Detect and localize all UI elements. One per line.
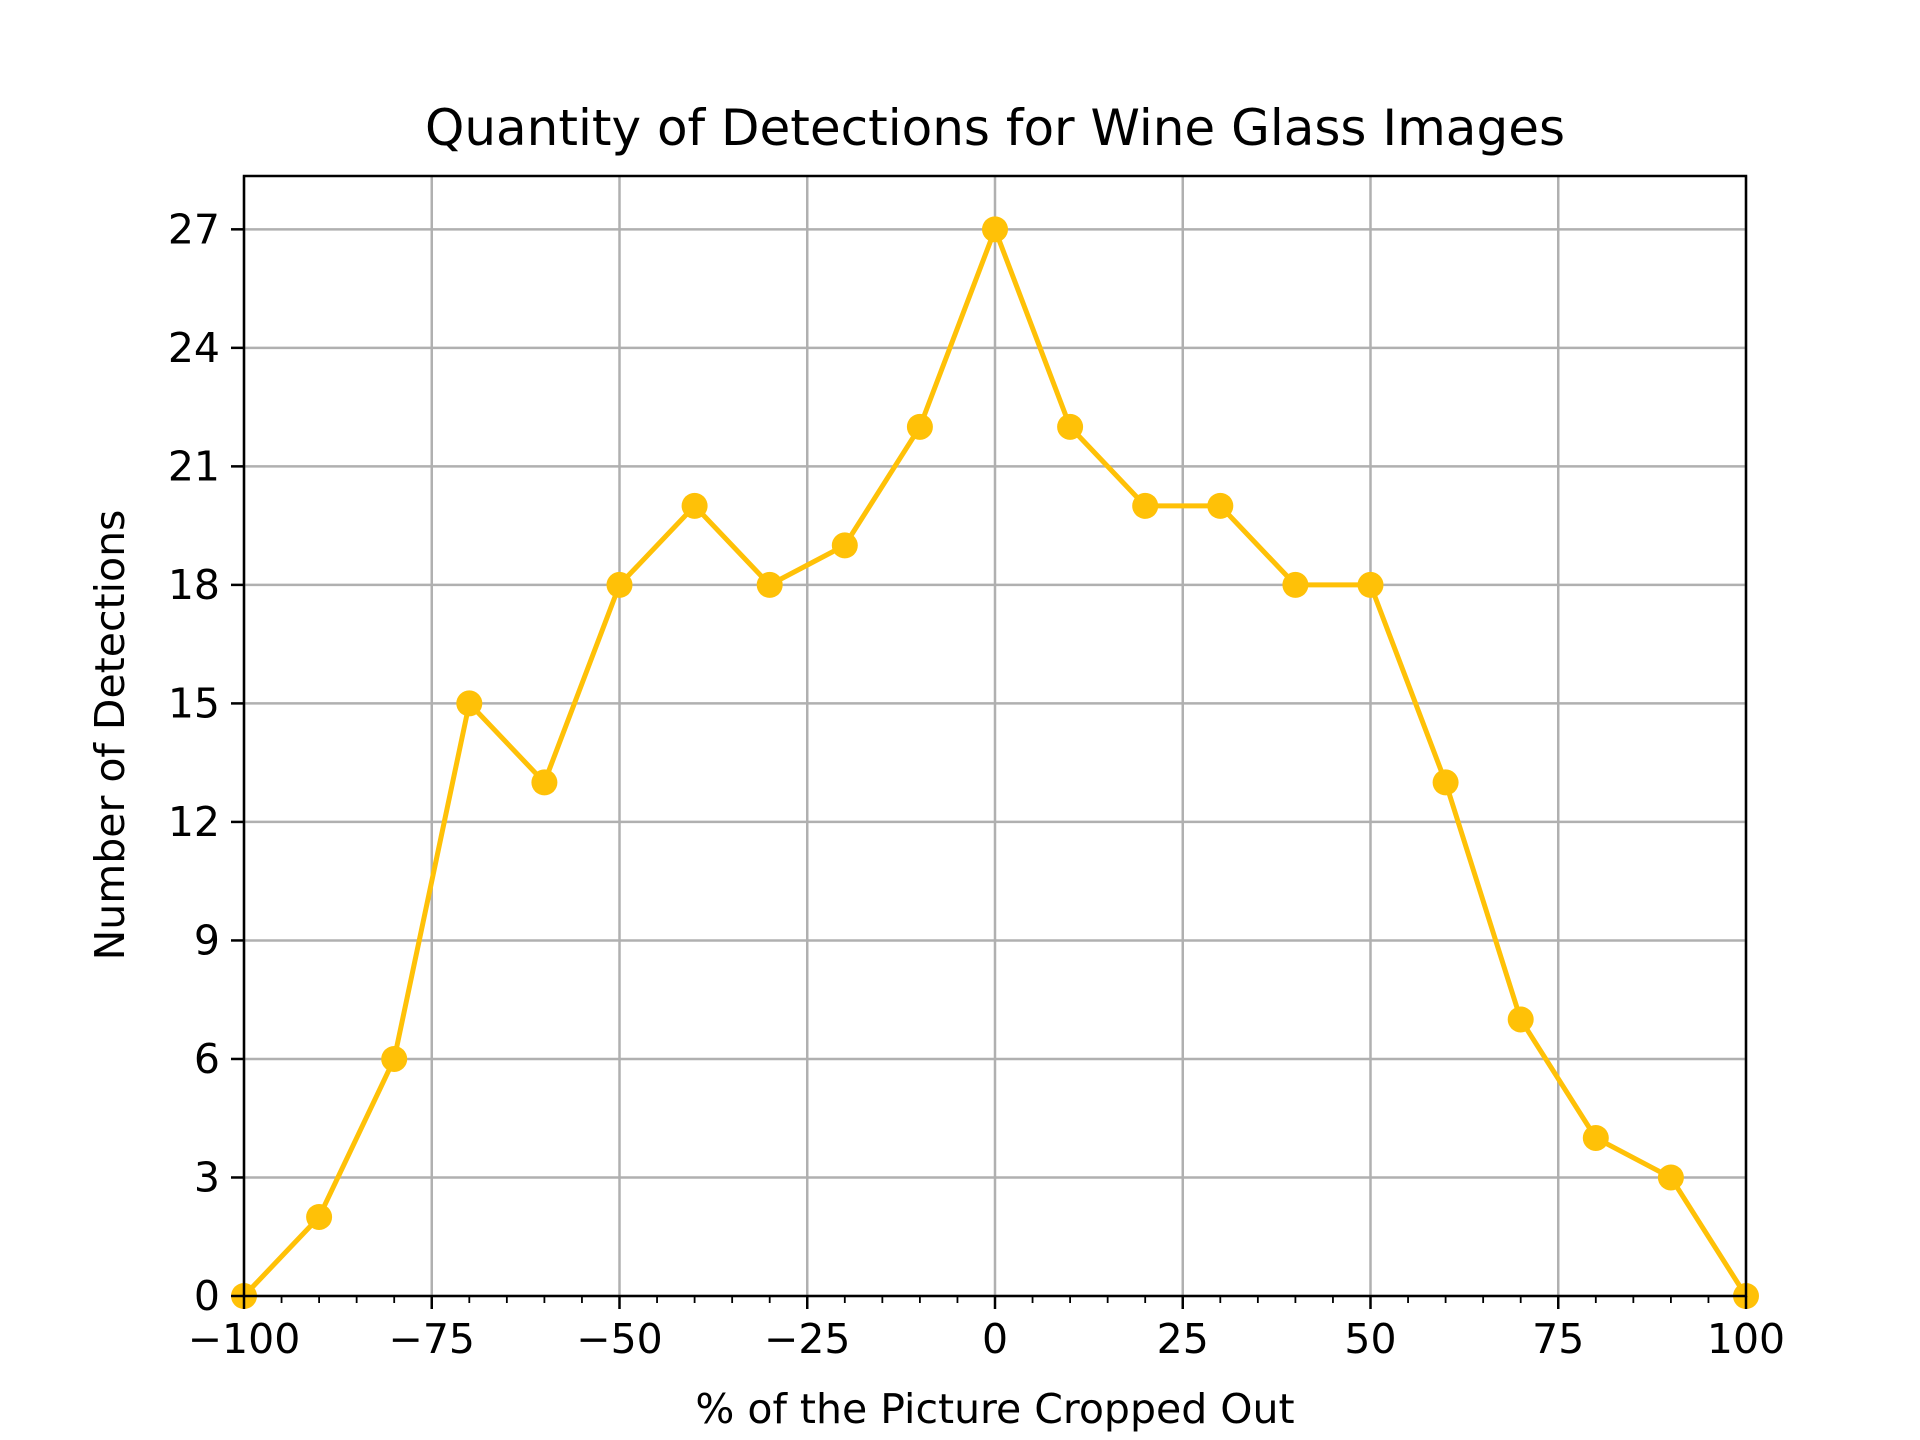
tick-marks: [231, 228, 1748, 1309]
series-layer: [231, 216, 1759, 1309]
x-tick-label: 75: [1532, 1315, 1584, 1363]
data-point: [906, 413, 933, 440]
data-point: [1432, 769, 1459, 796]
data-point: [1282, 571, 1309, 598]
data-point: [381, 1045, 408, 1072]
data-point: [1207, 492, 1234, 519]
y-tick-label: 6: [194, 1035, 220, 1083]
data-point: [1132, 492, 1159, 519]
x-tick-label: −100: [188, 1315, 301, 1363]
tick-labels: −100 −75 −50 −25 0 25 50 75 100 0 3 6 9 12 15 18 21 24 27: [168, 205, 1785, 1363]
data-point: [1582, 1124, 1609, 1151]
y-tick-label: 24: [168, 324, 220, 372]
x-tick-label: −25: [764, 1315, 851, 1363]
x-tick-label: −75: [388, 1315, 475, 1363]
x-tick-label: 50: [1344, 1315, 1396, 1363]
data-point: [1357, 571, 1384, 598]
data-point: [1657, 1164, 1684, 1191]
data-point: [531, 769, 558, 796]
data-point: [456, 690, 483, 717]
y-tick-label: 21: [168, 442, 220, 490]
y-tick-label: 3: [194, 1153, 220, 1201]
x-tick-label: −50: [576, 1315, 663, 1363]
y-tick-label: 9: [194, 916, 220, 964]
x-tick-label: 25: [1157, 1315, 1209, 1363]
y-axis-label: Number of Detections: [86, 510, 134, 961]
data-point: [1507, 1006, 1534, 1033]
data-point: [1057, 413, 1084, 440]
x-tick-label: 100: [1707, 1315, 1785, 1363]
data-point: [831, 532, 858, 559]
data-point: [982, 216, 1008, 243]
data-point: [306, 1203, 333, 1230]
x-axis-label: % of the Picture Cropped Out: [695, 1385, 1294, 1433]
chart-title: Quantity of Detections for Wine Glass Im…: [425, 99, 1565, 157]
y-tick-label: 0: [194, 1272, 220, 1320]
y-tick-label: 27: [168, 205, 220, 253]
y-tick-label: 12: [168, 798, 220, 846]
y-tick-label: 15: [168, 679, 220, 727]
data-point: [756, 571, 783, 598]
y-tick-label: 18: [168, 561, 220, 609]
x-tick-label: 0: [982, 1315, 1008, 1363]
data-point: [606, 571, 633, 598]
data-point: [681, 492, 708, 519]
